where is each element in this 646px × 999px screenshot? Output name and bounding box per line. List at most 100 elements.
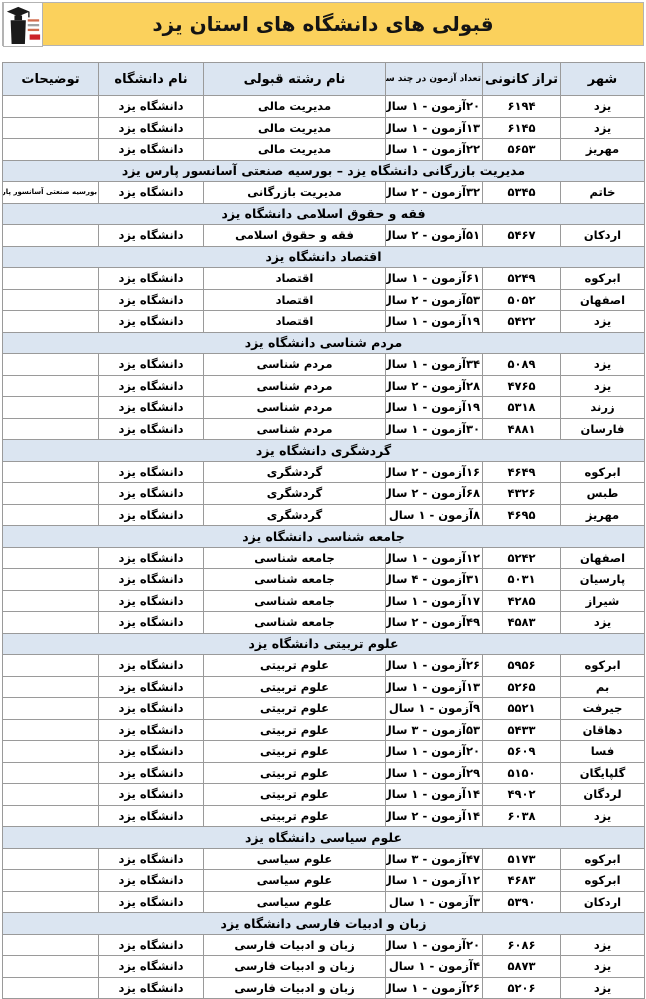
- section-row: علوم تربیتی دانشگاه یزد: [2, 632, 645, 655]
- cell-university: دانشگاه یزد: [98, 181, 204, 204]
- cell-score: ۴۷۶۵: [482, 374, 561, 397]
- cell-note: [2, 95, 99, 118]
- cell-major: مدیریت مالی: [203, 138, 386, 161]
- cell-city: یزد: [560, 353, 645, 376]
- cell-university: دانشگاه یزد: [98, 310, 204, 333]
- cell-major: زبان و ادبیات فارسی: [203, 976, 386, 999]
- cell-major: مدیریت مالی: [203, 95, 386, 118]
- cell-exams: ۲۸آزمون - ۲ سال: [385, 374, 483, 397]
- cell-score: ۴۶۸۳: [482, 869, 561, 892]
- cell-score: ۵۸۷۳: [482, 955, 561, 978]
- cell-score: ۵۶۵۳: [482, 138, 561, 161]
- cell-exams: ۱۳آزمون - ۱ سال: [385, 675, 483, 698]
- cell-score: ۶۰۳۸: [482, 804, 561, 827]
- cell-city: یزد: [560, 611, 645, 634]
- cell-major: جامعه شناسی: [203, 546, 386, 569]
- cell-note: [2, 546, 99, 569]
- cell-city: اصفهان: [560, 546, 645, 569]
- cell-exams: ۴۷آزمون - ۳ سال: [385, 847, 483, 870]
- cell-score: ۵۴۳۳: [482, 718, 561, 741]
- section-title: زبان و ادبیات فارسی دانشگاه یزد: [2, 912, 645, 935]
- cell-exams: ۲۰آزمون - ۱ سال: [385, 95, 483, 118]
- cell-city: مهریز: [560, 503, 645, 526]
- cell-score: ۵۳۱۸: [482, 396, 561, 419]
- col-header-city: شهر: [560, 62, 645, 96]
- cell-exams: ۶۸آزمون - ۲ سال: [385, 482, 483, 505]
- cell-score: ۴۵۸۳: [482, 611, 561, 634]
- cell-exams: ۱۴آزمون - ۱ سال: [385, 783, 483, 806]
- cell-exams: ۳۲آزمون - ۲ سال: [385, 181, 483, 204]
- cell-major: اقتصاد: [203, 267, 386, 290]
- cell-city: اردکان: [560, 890, 645, 913]
- cell-note: [2, 675, 99, 698]
- cell-exams: ۲۹آزمون - ۱ سال: [385, 761, 483, 784]
- cell-score: ۵۴۶۷: [482, 224, 561, 247]
- cell-note: [2, 224, 99, 247]
- section-row: جامعه شناسی دانشگاه یزد: [2, 525, 645, 548]
- section-row: علوم سیاسی دانشگاه یزد: [2, 826, 645, 849]
- cell-major: علوم تربیتی: [203, 804, 386, 827]
- cell-score: ۴۳۲۶: [482, 482, 561, 505]
- cell-university: دانشگاه یزد: [98, 288, 204, 311]
- cell-note: [2, 589, 99, 612]
- table-row: یزد ۵۸۷۳ ۴آزمون - ۱ سال زبان و ادبیات فارسی…: [2, 955, 645, 978]
- cell-major: علوم تربیتی: [203, 675, 386, 698]
- cell-university: دانشگاه یزد: [98, 761, 204, 784]
- cell-university: دانشگاه یزد: [98, 353, 204, 376]
- graduate-icon: [6, 6, 41, 44]
- cell-city: یزد: [560, 955, 645, 978]
- cell-exams: ۶۱آزمون - ۱ سال: [385, 267, 483, 290]
- cell-note: [2, 568, 99, 591]
- cell-note: [2, 460, 99, 483]
- title-banner: قبولی های دانشگاه های استان یزد: [2, 2, 644, 46]
- cell-city: ابرکوه: [560, 267, 645, 290]
- header-row: شهر تراز کانونی تعداد آزمون در چند سال ن…: [2, 62, 645, 96]
- cell-city: اردکان: [560, 224, 645, 247]
- cell-city: ابرکوه: [560, 847, 645, 870]
- cell-note: [2, 503, 99, 526]
- cell-note: [2, 804, 99, 827]
- cell-major: علوم تربیتی: [203, 654, 386, 677]
- cell-university: دانشگاه یزد: [98, 740, 204, 763]
- cell-university: دانشگاه یزد: [98, 267, 204, 290]
- cell-note: [2, 396, 99, 419]
- cell-score: ۶۱۹۴: [482, 95, 561, 118]
- section-title: مدیریت بازرگانی دانشگاه یزد – بورسیه صنع…: [2, 159, 645, 182]
- section-row: زبان و ادبیات فارسی دانشگاه یزد: [2, 912, 645, 935]
- cell-city: جیرفت: [560, 697, 645, 720]
- cell-exams: ۹آزمون - ۱ سال: [385, 697, 483, 720]
- cell-note: [2, 654, 99, 677]
- table-row: جیرفت ۵۵۲۱ ۹آزمون - ۱ سال علوم تربیتی دانشگا…: [2, 697, 645, 720]
- cell-city: یزد: [560, 804, 645, 827]
- cell-major: علوم تربیتی: [203, 783, 386, 806]
- cell-university: دانشگاه یزد: [98, 654, 204, 677]
- section-title: علوم سیاسی دانشگاه یزد: [2, 826, 645, 849]
- cell-exams: ۱۹آزمون - ۱ سال: [385, 310, 483, 333]
- col-header-notes: توضیحات: [2, 62, 99, 96]
- cell-score: ۵۴۲۲: [482, 310, 561, 333]
- cell-major: مردم شناسی: [203, 417, 386, 440]
- col-header-score: تراز کانونی: [482, 62, 561, 96]
- cell-note: [2, 611, 99, 634]
- cell-city: مهریز: [560, 138, 645, 161]
- col-header-major: نام رشته قبولی: [203, 62, 386, 96]
- section-row: فقه و حقوق اسلامی دانشگاه یزد: [2, 202, 645, 225]
- cell-score: ۵۱۷۳: [482, 847, 561, 870]
- cell-exams: ۱۷آزمون - ۱ سال: [385, 589, 483, 612]
- cell-major: اقتصاد: [203, 310, 386, 333]
- cell-note: [2, 353, 99, 376]
- cell-city: یزد: [560, 116, 645, 139]
- cell-major: مردم شناسی: [203, 396, 386, 419]
